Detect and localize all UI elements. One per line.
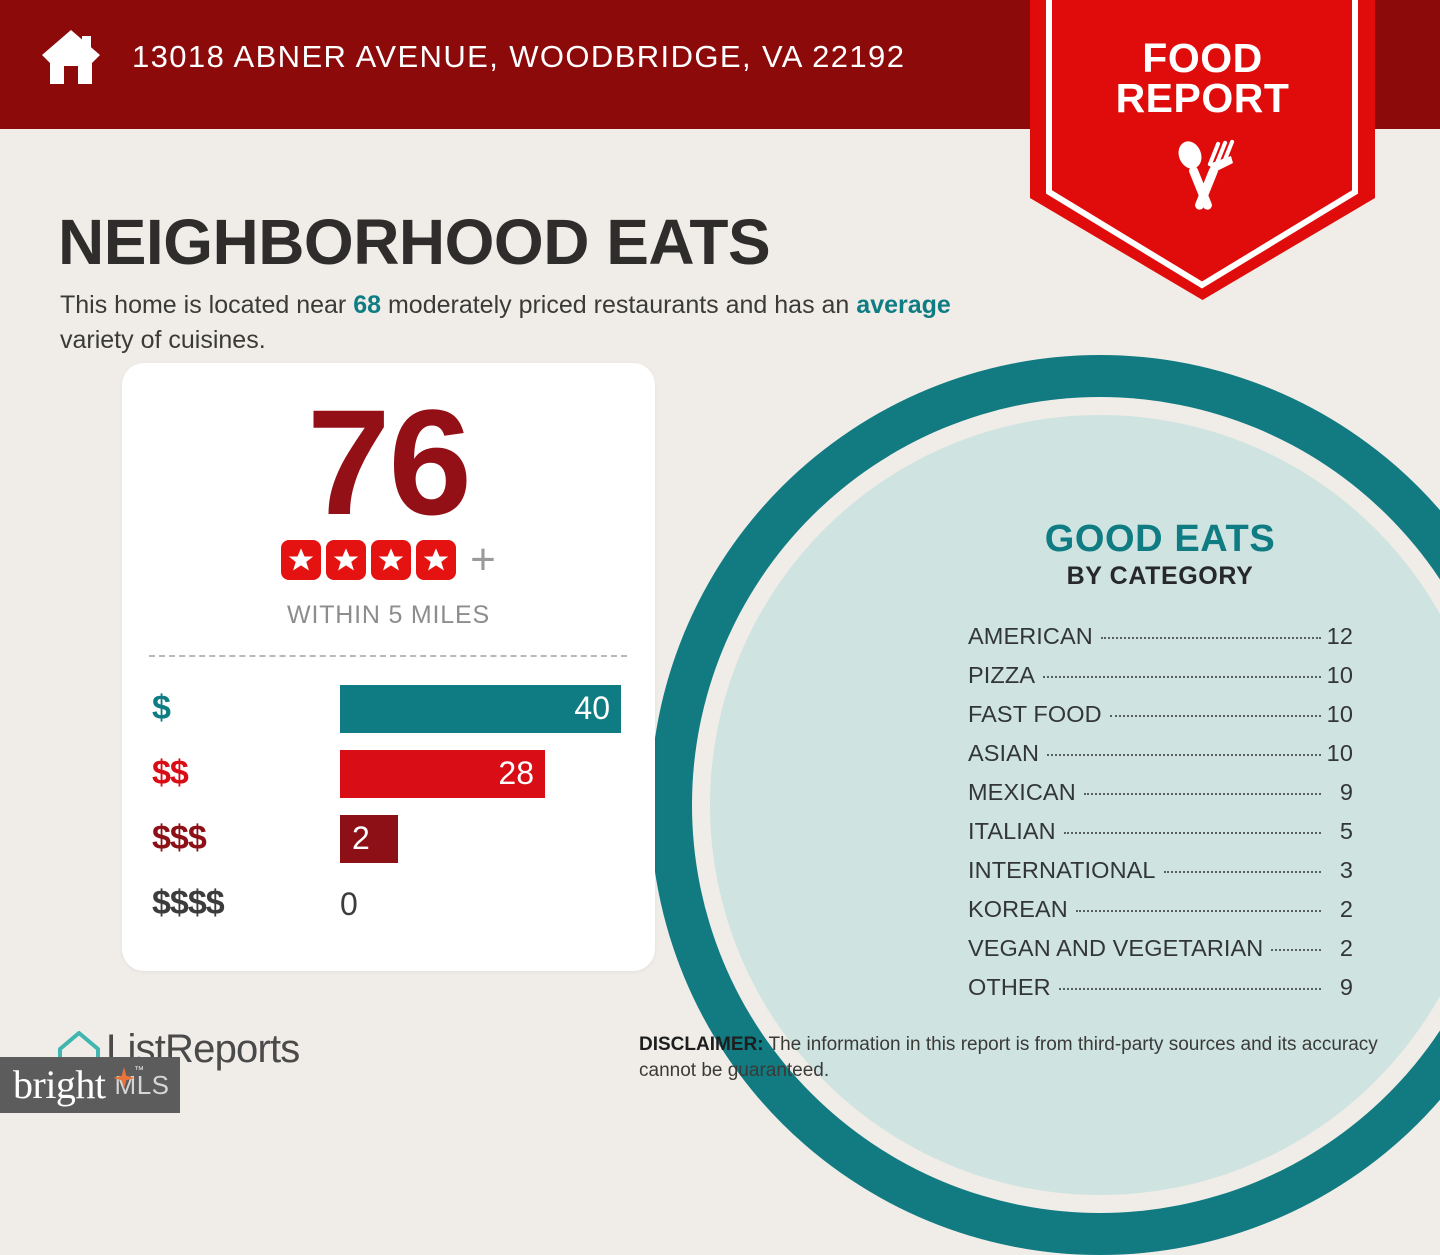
category-name: INTERNATIONAL (968, 856, 1156, 883)
leader-dots (1043, 675, 1321, 678)
category-count: 10 (1326, 700, 1353, 727)
bar-label: $$$$ (152, 884, 225, 922)
bar-value: 40 (340, 684, 621, 733)
category-count: 10 (1326, 739, 1353, 766)
category-name: OTHER (968, 973, 1051, 1000)
star-icon (416, 540, 457, 580)
list-item: MEXICAN 9 (968, 779, 1353, 818)
star-icon (281, 540, 322, 580)
card-divider (149, 655, 627, 657)
page-title: NEIGHBORHOOD EATS (58, 205, 771, 278)
good-eats-title: GOOD EATS (1044, 518, 1276, 560)
bar-label: $$ (152, 754, 189, 792)
food-score: 76 (307, 378, 472, 546)
leader-dots (1271, 948, 1321, 951)
list-item: VEGAN AND VEGETARIAN 2 (968, 935, 1353, 974)
subtitle-part-1: This home is located near (60, 291, 354, 319)
list-item: FAST FOOD 10 (968, 701, 1353, 740)
badge-title: FOOD REPORT (1030, 35, 1375, 122)
food-report-badge: FOOD REPORT (1030, 0, 1375, 300)
trademark-symbol: ™ (134, 1065, 144, 1076)
category-name: KOREAN (968, 895, 1068, 922)
plus-icon: + (470, 534, 496, 584)
bright-mls-watermark: bright ™ MLS (0, 1057, 180, 1113)
list-item: ITALIAN 5 (968, 818, 1353, 857)
bar-row: $$$$ 0 (122, 871, 655, 936)
subtitle-restaurant-count: 68 (353, 291, 382, 319)
radius-label: WITHIN 5 MILES (287, 601, 490, 629)
bar-row: $$$ 2 (122, 806, 655, 871)
bar-track: 28 (340, 749, 545, 798)
category-count: 2 (1339, 934, 1353, 961)
leader-dots (1100, 636, 1321, 639)
disclaimer-text: The information in this report is from t… (639, 1034, 1378, 1081)
leader-dots (1047, 753, 1321, 756)
leader-dots (1109, 714, 1321, 717)
category-count: 3 (1339, 856, 1353, 883)
disclaimer-label: DISCLAIMER: (639, 1034, 764, 1055)
house-icon (42, 30, 100, 84)
list-item: INTERNATIONAL 3 (968, 857, 1353, 896)
category-name: VEGAN AND VEGETARIAN (968, 934, 1264, 961)
bar-value: 2 (340, 814, 398, 863)
leader-dots (1083, 792, 1321, 795)
disclaimer: DISCLAIMER: The information in this repo… (639, 1032, 1399, 1083)
good-eats-subtitle: BY CATEGORY (1066, 561, 1254, 590)
star-icon (371, 540, 412, 580)
leader-dots (1163, 870, 1321, 873)
list-item: ASIAN 10 (968, 740, 1353, 779)
category-count: 5 (1339, 817, 1353, 844)
list-item: KOREAN 2 (968, 896, 1353, 935)
bar-row: $ 40 (122, 676, 655, 741)
header-content: 13018 ABNER AVENUE, WOODBRIDGE, VA 22192 (40, 28, 905, 86)
spoon-fork-icon (1178, 139, 1235, 210)
circle-fill (710, 415, 1440, 1195)
category-list: AMERICAN 12 PIZZA 10 FAST FOOD 10 ASIAN … (930, 623, 1390, 1013)
category-count: 10 (1326, 661, 1353, 688)
teal-circle-graphic (650, 355, 1440, 1255)
category-count: 9 (1339, 973, 1353, 1000)
star-rating: + (122, 534, 655, 584)
bar-label: $ (152, 689, 171, 727)
bar-track: 0 (340, 880, 358, 928)
badge-line-2: REPORT (1115, 75, 1290, 122)
property-address: 13018 ABNER AVENUE, WOODBRIDGE, VA 22192 (132, 39, 906, 74)
bar-track: 40 (340, 684, 621, 733)
category-count: 2 (1339, 895, 1353, 922)
badge-outline (1046, 0, 1358, 289)
category-count: 9 (1339, 778, 1353, 805)
category-name: ITALIAN (968, 817, 1056, 844)
badge-line-1: FOOD (1142, 35, 1263, 81)
subtitle-variety-level: average (856, 291, 951, 319)
category-name: AMERICAN (968, 622, 1093, 649)
category-name: PIZZA (968, 661, 1036, 688)
list-item: AMERICAN 12 (968, 623, 1353, 662)
bar-track: 2 (340, 814, 398, 863)
category-name: MEXICAN (968, 778, 1076, 805)
bar-label: $$$ (152, 819, 207, 857)
star-icon (326, 540, 367, 580)
bright-text: bright (13, 1062, 106, 1107)
subtitle-part-3: variety of cuisines. (60, 325, 266, 354)
list-item: PIZZA 10 (968, 662, 1353, 701)
list-item: OTHER 9 (968, 974, 1353, 1013)
category-count: 12 (1326, 622, 1353, 649)
leader-dots (1075, 909, 1321, 912)
category-name: FAST FOOD (968, 700, 1102, 727)
score-card: 76 + WITHIN 5 MILES $ 40 $$ 28 (122, 363, 655, 971)
bar-value: 28 (340, 749, 545, 798)
star-burst-icon (113, 1067, 135, 1089)
good-eats-panel: GOOD EATS BY CATEGORY AMERICAN 12 PIZZA … (930, 518, 1390, 1013)
bright-wordmark: bright ™ (13, 1062, 144, 1107)
bar-row: $$ 28 (122, 741, 655, 806)
bar-value: 0 (340, 885, 358, 922)
page-subtitle: This home is located near 68 moderately … (60, 288, 990, 357)
leader-dots (1058, 987, 1321, 990)
category-name: ASIAN (968, 739, 1040, 766)
subtitle-part-2: moderately priced restaurants and has an (381, 291, 857, 319)
price-level-bar-chart: $ 40 $$ 28 $$$ 2 $$$$ 0 (122, 676, 655, 936)
leader-dots (1063, 831, 1321, 834)
